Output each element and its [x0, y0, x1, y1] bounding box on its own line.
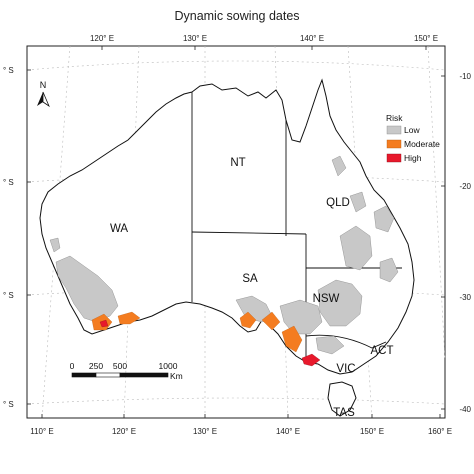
region-label-vic: VIC [336, 363, 355, 375]
bottom-tick-label: 120° E [112, 427, 136, 436]
right-tick-label: -40 [459, 405, 471, 414]
left-tick-label: ° S [3, 66, 14, 75]
tick-marks [27, 46, 445, 418]
risk-moderate-areas [91, 311, 303, 353]
top-tick-label: 130° E [183, 34, 207, 43]
region-label-sa: SA [242, 273, 258, 285]
map-title: Dynamic sowing dates [174, 9, 300, 23]
region-label-qld: QLD [326, 197, 350, 209]
scale-label: 500 [113, 361, 127, 371]
left-tick-label: ° S [3, 178, 14, 187]
legend-label-low: Low [404, 125, 420, 135]
legend-swatch-high [386, 153, 402, 163]
bottom-tick-label: 150° E [360, 427, 384, 436]
legend: Risk Low Moderate High [386, 113, 440, 163]
region-label-nsw: NSW [313, 293, 340, 305]
right-tick-label: -10 [459, 72, 471, 81]
right-tick-label: -30 [459, 293, 471, 302]
legend-swatch-moderate [386, 139, 402, 149]
scale-bar: 0 250 500 1000 Km [70, 361, 183, 381]
legend-label-moderate: Moderate [404, 139, 440, 149]
legend-title: Risk [386, 113, 403, 123]
bottom-tick-label: 160° E [428, 427, 452, 436]
top-tick-label: 140° E [300, 34, 324, 43]
scale-label: 0 [70, 361, 75, 371]
scale-unit: Km [170, 371, 183, 381]
region-label-wa: WA [110, 223, 128, 235]
tasmania [327, 381, 357, 417]
region-label-tas: TAS [333, 407, 355, 419]
left-tick-label: ° S [3, 400, 14, 409]
legend-swatch-low [386, 125, 402, 135]
bottom-tick-label: 140° E [276, 427, 300, 436]
top-tick-label: 150° E [414, 34, 438, 43]
right-tick-label: -20 [459, 182, 471, 191]
north-label: N [40, 80, 47, 90]
legend-label-high: High [404, 153, 422, 163]
region-label-act: ACT [371, 345, 394, 357]
scale-label: 250 [89, 361, 103, 371]
top-tick-label: 120° E [90, 34, 114, 43]
scale-label: 1000 [159, 361, 178, 371]
left-tick-label: ° S [3, 291, 14, 300]
risk-high-areas [99, 319, 321, 367]
map-frame [26, 45, 446, 419]
bottom-tick-label: 110° E [30, 427, 54, 436]
risk-low-areas [49, 155, 399, 355]
bottom-tick-label: 130° E [193, 427, 217, 436]
north-arrow-icon [37, 91, 50, 108]
region-label-nt: NT [230, 157, 245, 169]
